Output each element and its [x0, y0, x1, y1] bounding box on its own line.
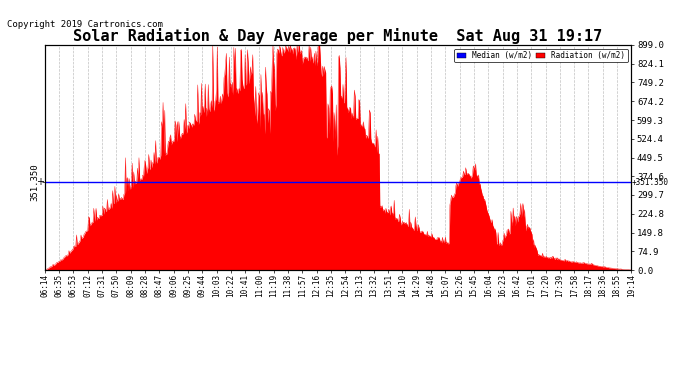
- Text: +351.350: +351.350: [632, 178, 669, 187]
- Title: Solar Radiation & Day Average per Minute  Sat Aug 31 19:17: Solar Radiation & Day Average per Minute…: [73, 28, 603, 44]
- Text: Copyright 2019 Cartronics.com: Copyright 2019 Cartronics.com: [7, 20, 163, 29]
- Text: +: +: [37, 177, 44, 187]
- Legend: Median (w/m2), Radiation (w/m2): Median (w/m2), Radiation (w/m2): [455, 49, 627, 62]
